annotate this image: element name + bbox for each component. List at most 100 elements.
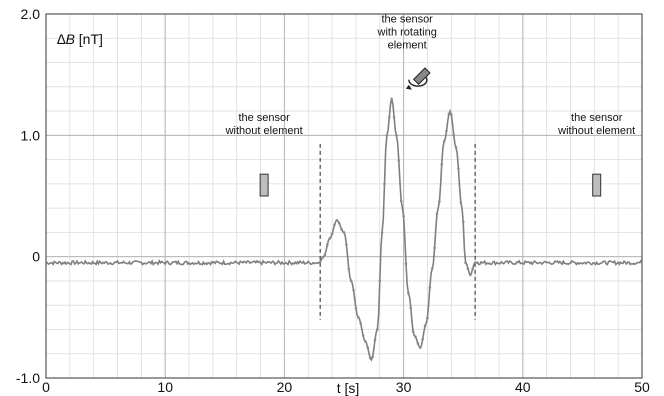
data-point [392,115,396,119]
data-point [426,316,429,320]
data-point [359,322,362,325]
annotation-label: the sensor without element [557,112,635,137]
y-tick-label: -1.0 [16,370,40,386]
data-point [457,167,460,170]
data-point [340,228,343,231]
x-tick-label: 20 [277,379,293,395]
data-point [469,273,472,277]
x-tick-label: 10 [157,379,173,395]
annotation-line: element [388,39,427,51]
data-point [345,243,348,246]
data-point [411,330,415,333]
data-point [385,134,389,137]
data-point [452,133,455,137]
data-point [402,214,405,218]
grid-minor [45,13,643,379]
data-point [428,286,432,289]
series-line [45,98,643,362]
annotation-label: the sensor without element [225,112,303,137]
data-point [423,324,427,328]
data-point [454,146,458,149]
data-point [397,159,401,162]
data-point [383,182,386,186]
y-tick-label: 1.0 [21,127,41,143]
annotation-line: without element [557,125,635,137]
y-axis-symbol: ∆B [57,31,75,47]
data-point [476,261,479,265]
annotation-line: without element [225,125,303,137]
data-point [435,212,439,216]
data-point [347,267,351,271]
data-point [376,328,379,331]
x-tick-label: 0 [42,379,50,395]
data-point [387,115,391,119]
data-point [473,261,477,265]
data-point [438,200,441,204]
data-point [328,237,331,240]
rotating-element [412,67,431,85]
data-point [352,288,355,292]
y-ticks: -1.0 0 1.0 2.0 [16,6,40,386]
sensor-boxes [259,173,602,197]
x-axis-label: t [s] [337,380,360,396]
data-point [368,356,372,360]
data-point [361,334,365,337]
data-point [364,340,367,343]
data-point [471,267,475,271]
data-point [409,306,413,310]
x-tick-label: 50 [634,379,650,395]
data-point [395,134,398,137]
annotation-line: the sensor [381,13,433,25]
icon-layer [405,67,431,90]
data-point [354,306,358,310]
data-point [414,335,417,338]
sensor-box [592,173,602,197]
data-point [466,267,470,271]
data-point [418,346,422,349]
annotation-line: the sensor [238,112,290,124]
data-point [459,201,463,204]
annotation-line: the sensor [571,112,623,124]
data-point [380,231,384,234]
sensor-box [259,173,269,197]
data-point [321,256,324,259]
data-point [371,355,374,359]
data-point [335,218,339,222]
data-point [378,279,382,283]
annotation-label: the sensor with rotating element [377,13,437,51]
dashed-markers [319,143,476,320]
y-tick-label: 0 [32,249,40,265]
data-point [323,253,327,257]
data-point [342,231,346,234]
annotation-line: with rotating [377,26,437,38]
data-point [421,337,424,341]
data-point [357,316,360,319]
data-point [373,338,377,342]
data-point [445,129,448,133]
data-point [407,291,410,295]
data-point [464,261,467,265]
data-point [440,163,444,166]
data-point [318,260,322,264]
data-point [390,97,393,101]
y-tick-label: 2.0 [21,6,41,22]
data-point [442,140,446,143]
y-axis-label: ∆B [nT] [57,31,103,47]
data-point [330,232,334,236]
data-point [433,246,436,250]
data-point [430,267,434,271]
data-point [404,262,408,266]
data-point [461,220,465,224]
data-point [449,113,453,116]
data-point [349,279,353,283]
data-point [326,243,329,247]
rotation-arrowhead [405,84,412,90]
plot-frame [45,13,643,379]
data-point [337,222,341,225]
x-tick-label: 40 [515,379,531,395]
x-tick-label: 30 [396,379,412,395]
x-ticks: 0 10 20 30 40 50 [42,379,650,395]
data-point [333,223,336,227]
data-point [416,342,420,345]
